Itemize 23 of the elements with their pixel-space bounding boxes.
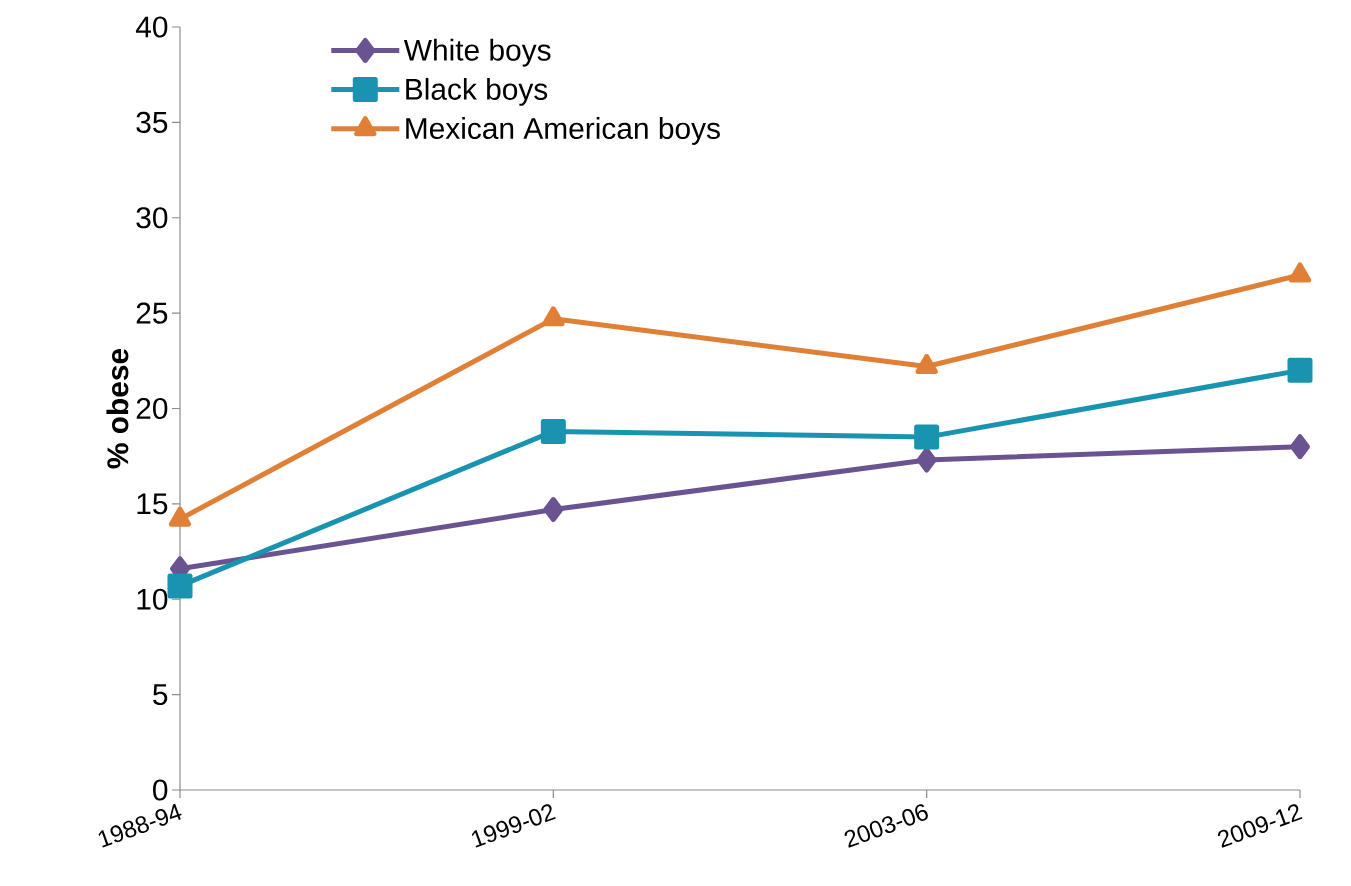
y-tick-label: 20 — [136, 397, 168, 420]
legend-label: White boys — [403, 38, 551, 67]
y-tick-label: 10 — [137, 588, 168, 610]
point — [915, 354, 938, 375]
y-tick-label: 30 — [136, 207, 168, 229]
y-tick-label: 15 — [137, 493, 168, 515]
point — [540, 418, 566, 444]
y-axis-title: % obese — [106, 348, 129, 469]
legend-label: Mexican American boys — [406, 117, 720, 145]
y-tick-label: 25 — [136, 302, 168, 324]
point — [1289, 434, 1310, 460]
y-tick-label: 40 — [135, 16, 168, 38]
point — [542, 306, 565, 327]
y-tick-label: 5 — [153, 684, 168, 706]
point — [916, 447, 937, 473]
point — [914, 424, 940, 450]
legend-label: Black boys — [406, 77, 548, 106]
point — [543, 497, 564, 523]
point — [1287, 357, 1313, 383]
point — [1288, 262, 1312, 283]
y-tick-label: 0 — [153, 779, 168, 801]
point — [167, 573, 193, 599]
y-tick-label: 35 — [136, 111, 168, 133]
